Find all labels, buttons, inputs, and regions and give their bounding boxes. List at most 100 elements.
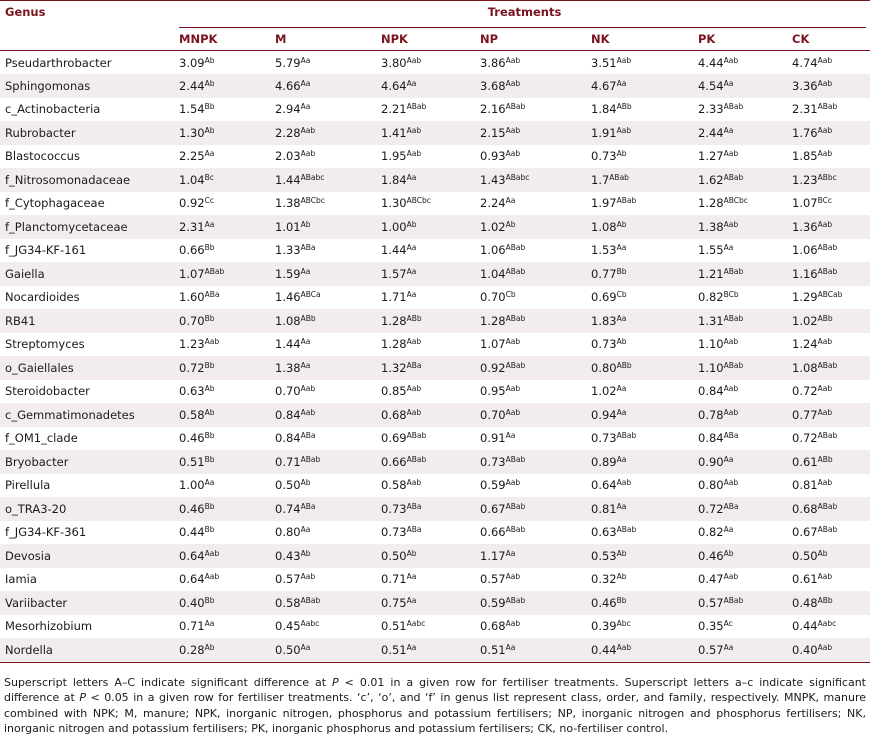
- value: 2.28: [275, 125, 301, 140]
- value: 0.58: [381, 478, 407, 493]
- significance-letters: Aa: [723, 454, 734, 464]
- value-cell: 3.36Aab: [792, 74, 870, 98]
- value-cell: 0.69Cb: [591, 286, 698, 310]
- value-cell: 1.28Aab: [381, 333, 480, 357]
- value-cell: 2.31Aa: [179, 215, 275, 239]
- value: 0.58: [179, 407, 205, 422]
- significance-letters: ABab: [300, 595, 321, 605]
- significance-letters: ABa: [300, 243, 316, 253]
- value-cell: 0.50Ab: [275, 474, 381, 498]
- significance-letters: ABb: [616, 102, 632, 112]
- significance-letters: Aa: [616, 243, 627, 253]
- value-cell: 1.41Aab: [381, 121, 480, 145]
- value-cell: 1.53Aa: [591, 239, 698, 263]
- significance-letters: Aab: [723, 55, 739, 65]
- value-cell: 1.06ABab: [792, 239, 870, 263]
- value: 0.82: [698, 525, 724, 540]
- value-cell: 0.46Ab: [698, 544, 792, 568]
- value-cell: 1.28ABab: [480, 309, 591, 333]
- significance-letters: Aa: [616, 384, 627, 394]
- significance-letters: Aab: [406, 407, 422, 417]
- value-cell: 0.44Aabc: [792, 615, 870, 639]
- value: 1.55: [698, 243, 724, 258]
- genus-cell: f_Nitrosomonadaceae: [5, 172, 131, 187]
- value: 1.46: [275, 290, 301, 305]
- value: 0.68: [792, 501, 818, 516]
- significance-letters: Aa: [406, 172, 417, 182]
- significance-letters: Ab: [616, 337, 627, 347]
- significance-letters: Ab: [723, 548, 734, 558]
- significance-letters: Aab: [817, 642, 833, 652]
- value-cell: 1.54Bb: [179, 98, 275, 122]
- significance-letters: ABab: [505, 313, 526, 323]
- value-cell: 0.59Aab: [480, 474, 591, 498]
- value-cell: 1.38ABCbc: [275, 192, 381, 216]
- significance-letters: Aab: [505, 78, 521, 88]
- value: 0.72: [792, 431, 818, 446]
- value: 1.44: [275, 337, 301, 352]
- column-header-mnpk: MNPK: [179, 28, 275, 51]
- significance-letters: Bb: [204, 431, 215, 441]
- significance-letters: Aab: [300, 384, 316, 394]
- value-cell: 1.02Ab: [480, 215, 591, 239]
- value-cell: 2.03Aab: [275, 145, 381, 169]
- significance-letters: Bc: [204, 172, 214, 182]
- value: 0.45: [275, 619, 301, 634]
- significance-letters: Aab: [616, 642, 632, 652]
- value: 0.50: [275, 478, 301, 493]
- significance-letters: Aa: [723, 642, 734, 652]
- column-header-m: M: [275, 28, 381, 51]
- significance-letters: Aab: [817, 219, 833, 229]
- value: 0.50: [792, 548, 818, 563]
- significance-letters: ABa: [204, 290, 220, 300]
- value: 0.32: [591, 572, 617, 587]
- value-cell: 0.80Aab: [698, 474, 792, 498]
- significance-letters: Cb: [505, 290, 516, 300]
- value-cell: 0.66Bb: [179, 239, 275, 263]
- value: 1.97: [591, 196, 617, 211]
- significance-letters: Ab: [204, 384, 215, 394]
- value: 1.10: [698, 337, 724, 352]
- value-cell: 1.07Aab: [480, 333, 591, 357]
- significance-letters: ABab: [723, 266, 744, 276]
- treatments-header: Treatments: [179, 0, 870, 28]
- value-cell: 0.61Aab: [792, 568, 870, 592]
- value: 0.47: [698, 572, 724, 587]
- significance-letters: ABa: [300, 501, 316, 511]
- significance-letters: ABbc: [817, 172, 837, 182]
- value: 1.28: [381, 337, 407, 352]
- value-cell: 4.67Aa: [591, 74, 698, 98]
- value: 0.63: [591, 525, 617, 540]
- value-cell: 0.57Aa: [698, 638, 792, 662]
- significance-letters: ABab: [406, 454, 427, 464]
- column-header-np: NP: [480, 28, 591, 51]
- value: 1.33: [275, 243, 301, 258]
- value-cell: 0.46Bb: [591, 591, 698, 615]
- value: 0.69: [591, 290, 617, 305]
- value-cell: 2.15Aab: [480, 121, 591, 145]
- value-cell: 1.10ABab: [698, 356, 792, 380]
- value: 0.80: [591, 360, 617, 375]
- genus-cell: Pseudarthrobacter: [5, 55, 112, 70]
- significance-letters: Ab: [616, 548, 627, 558]
- significance-letters: Aab: [723, 384, 739, 394]
- significance-letters: ABa: [406, 360, 422, 370]
- significance-letters: ABab: [406, 431, 427, 441]
- significance-letters: ABab: [817, 525, 838, 535]
- value: 0.72: [698, 501, 724, 516]
- significance-letters: Ab: [616, 572, 627, 582]
- significance-letters: Aa: [723, 243, 734, 253]
- significance-letters: Aab: [723, 219, 739, 229]
- value-cell: 0.58Aab: [381, 474, 480, 498]
- value-cell: 0.71Aa: [179, 615, 275, 639]
- value: 1.02: [480, 219, 506, 234]
- value: 1.06: [480, 243, 506, 258]
- value-cell: 0.73ABa: [381, 497, 480, 521]
- value-cell: 0.94Aa: [591, 403, 698, 427]
- value-cell: 1.84Aa: [381, 168, 480, 192]
- value-cell: 1.08Ab: [591, 215, 698, 239]
- value-cell: 0.89Aa: [591, 450, 698, 474]
- value-cell: 0.84Aab: [275, 403, 381, 427]
- value-cell: 2.94Aa: [275, 98, 381, 122]
- value-cell: 3.09Ab: [179, 51, 275, 75]
